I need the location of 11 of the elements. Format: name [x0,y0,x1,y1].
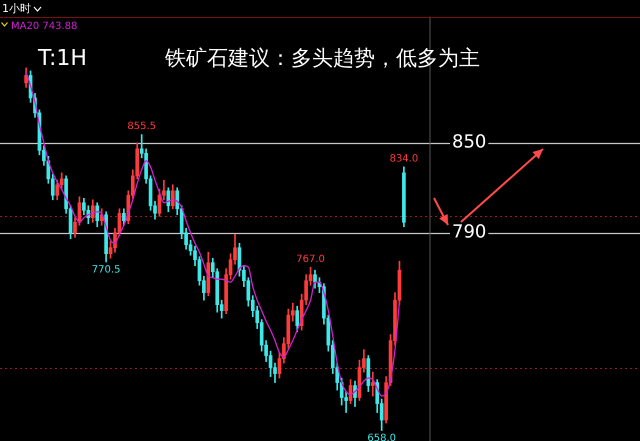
text: MA20 743.88 [11,21,78,32]
y-tick-label: 790 [452,221,486,242]
text: 834.0 [390,153,418,164]
text: 1小时 [2,1,31,16]
text: 770.5 [92,264,120,276]
text: 铁矿石建议：多头趋势，低多为主 [165,45,480,72]
y-tick-label: 850 [452,132,486,153]
text: 855.5 [127,121,156,132]
annotation: T:1H [38,46,87,71]
text: 658.0 [367,433,396,441]
text: 767.0 [296,254,325,265]
